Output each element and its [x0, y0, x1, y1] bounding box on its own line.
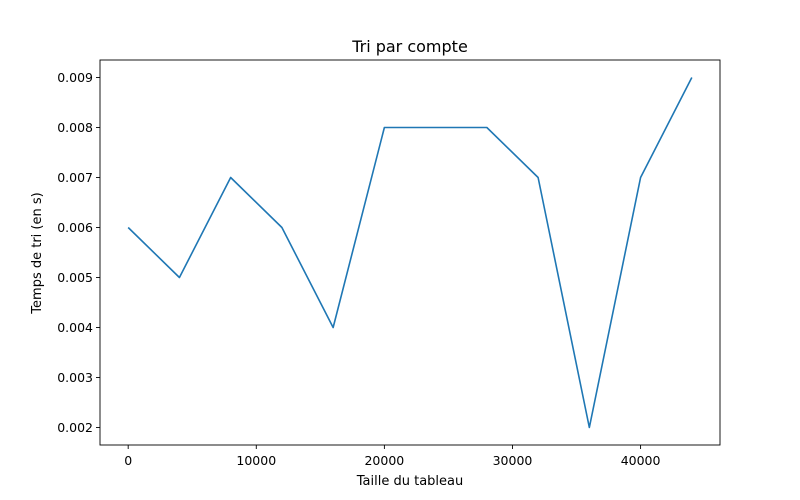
data-point [331, 325, 336, 330]
x-tick-label: 20000 [364, 453, 404, 468]
data-point [177, 275, 182, 280]
y-tick-label: 0.009 [57, 70, 93, 85]
data-point [484, 125, 489, 130]
data-point [587, 425, 592, 430]
y-tick-label: 0.007 [57, 170, 93, 185]
y-tick-label: 0.002 [57, 420, 93, 435]
y-tick-label: 0.006 [57, 220, 93, 235]
x-tick-label: 30000 [493, 453, 533, 468]
data-point [536, 175, 541, 180]
y-tick-label: 0.004 [57, 320, 93, 335]
chart-title: Tri par compte [351, 37, 468, 56]
y-tick-label: 0.003 [57, 370, 93, 385]
y-tick-label: 0.005 [57, 270, 93, 285]
plot-area: 0 10000 20000 30000 40000 0.002 0.003 0.004 0.00… [57, 59, 721, 468]
data-point [126, 225, 131, 230]
axes-frame [99, 59, 721, 446]
series-line-0 [127, 77, 693, 429]
y-tick-label: 0.008 [57, 120, 93, 135]
data-point [382, 125, 387, 130]
y-axis-label: Temps de tri (en s) [30, 192, 45, 314]
data-point [433, 125, 438, 130]
data-point [689, 75, 694, 80]
data-point [279, 225, 284, 230]
x-tick-label: 40000 [621, 453, 661, 468]
x-tick-label: 10000 [236, 453, 276, 468]
data-point [228, 175, 233, 180]
data-point [638, 175, 643, 180]
x-axis-label: Taille du tableau [356, 474, 463, 489]
x-tick-label: 0 [124, 453, 132, 468]
